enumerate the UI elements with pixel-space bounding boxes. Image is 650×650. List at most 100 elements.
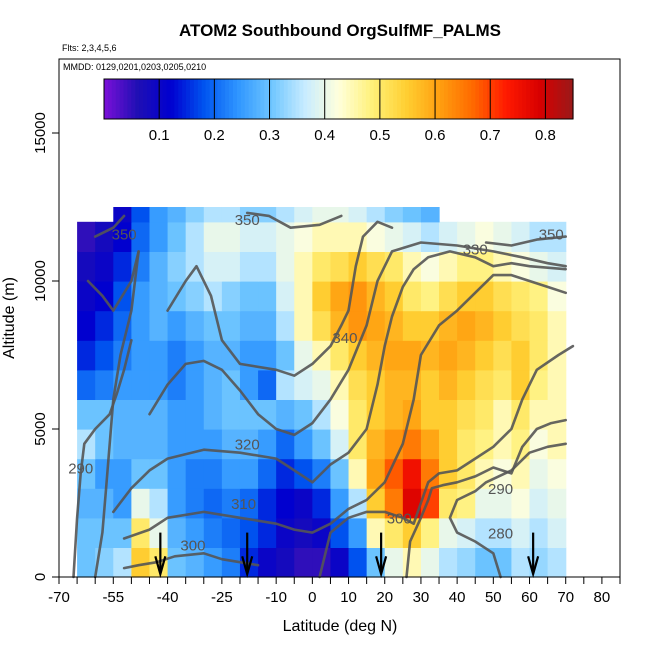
- colorbar-swatch: [311, 79, 316, 119]
- colorbar-tick-label: 0.5: [369, 127, 390, 144]
- heatmap-cell: [384, 207, 404, 223]
- contour-line: [484, 235, 567, 247]
- heatmap-cell: [221, 281, 241, 312]
- heatmap-cell: [149, 429, 169, 460]
- heatmap-cell: [131, 399, 151, 430]
- colorbar-swatch: [455, 79, 461, 119]
- colorbar-swatch: [424, 79, 429, 119]
- heatmap-cell: [366, 429, 386, 460]
- heatmap-cell: [77, 281, 96, 312]
- x-tick-label: -40: [157, 589, 179, 606]
- heatmap-cell: [439, 547, 458, 578]
- x-tick-label: 50: [485, 589, 502, 606]
- contour-label: 290: [488, 481, 513, 498]
- heatmap-cell: [294, 399, 313, 430]
- colorbar-swatch: [287, 79, 293, 119]
- heatmap-cell: [420, 399, 440, 430]
- x-tick-label: 10: [340, 589, 357, 606]
- heatmap-cell: [276, 399, 295, 430]
- heatmap-cell: [348, 547, 368, 578]
- heatmap-cell: [547, 517, 567, 548]
- heatmap-cell: [276, 547, 295, 578]
- colorbar-swatch: [436, 79, 441, 119]
- colorbar-swatch: [444, 79, 449, 119]
- heatmap-cell: [258, 281, 277, 312]
- heatmap-cell: [294, 251, 313, 282]
- colorbar-swatch: [459, 79, 465, 119]
- heatmap-cell: [402, 340, 422, 371]
- heatmap-cell: [330, 517, 350, 548]
- heatmap-cell: [113, 429, 132, 460]
- heatmap-cell: [366, 221, 386, 252]
- heatmap-cell: [113, 458, 132, 489]
- contour-label: 280: [488, 526, 513, 543]
- colorbar-tick-label: 0.4: [314, 127, 335, 144]
- heatmap-cell: [384, 547, 404, 578]
- contour-line: [93, 214, 126, 238]
- heatmap-cell: [366, 207, 386, 223]
- heatmap-cell: [131, 458, 151, 489]
- heatmap-cell: [384, 281, 404, 312]
- heatmap-cell: [384, 369, 404, 400]
- heatmap-cell: [547, 310, 567, 341]
- heatmap-cell: [330, 340, 350, 371]
- heatmap-cell: [131, 429, 151, 460]
- heatmap-cell: [167, 399, 187, 430]
- heatmap-cell: [547, 369, 567, 400]
- heatmap-cell: [258, 221, 277, 252]
- heatmap-cell: [384, 458, 404, 489]
- colorbar-swatch: [139, 79, 144, 119]
- colorbar-swatch: [291, 79, 297, 119]
- heatmap-cell: [312, 488, 332, 519]
- heatmap-cell: [457, 547, 476, 578]
- heatmap-cell: [239, 207, 259, 223]
- y-tick-label: 0: [32, 573, 49, 581]
- heatmap-cell: [384, 221, 404, 252]
- colorbar-swatch: [389, 79, 394, 119]
- y-tick-label: 10000: [32, 260, 49, 302]
- colorbar-swatch: [260, 79, 265, 119]
- heatmap-cell: [330, 281, 350, 312]
- colorbar-swatch: [397, 79, 402, 119]
- colorbar-tick-label: 0.1: [149, 127, 170, 144]
- heatmap-cell: [348, 207, 368, 223]
- heatmap-cell: [185, 369, 205, 400]
- colorbar-swatch: [252, 79, 258, 119]
- heatmap-cell: [348, 517, 368, 548]
- colorbar-swatch: [162, 79, 168, 119]
- heatmap-cell: [312, 429, 332, 460]
- heatmap-cell: [258, 458, 277, 489]
- colorbar-swatch: [107, 79, 113, 119]
- heatmap-cell: [330, 458, 350, 489]
- heatmap-cell: [330, 221, 350, 252]
- heatmap-cell: [95, 251, 114, 282]
- colorbar-swatch: [209, 79, 215, 119]
- heatmap-cell: [439, 399, 458, 430]
- colorbar-swatch: [330, 79, 336, 119]
- heatmap-cell: [312, 310, 332, 341]
- heatmap-cell: [77, 517, 96, 548]
- heatmap-cell: [420, 221, 440, 252]
- x-tick-label: 80: [594, 589, 611, 606]
- colorbar-swatch: [131, 79, 136, 119]
- colorbar-swatch: [545, 79, 551, 119]
- heatmap-cell: [547, 251, 567, 282]
- heatmap-cell: [439, 310, 458, 341]
- heatmap-cell: [149, 488, 169, 519]
- y-tick-label: 15000: [32, 112, 49, 154]
- heatmap-cell: [402, 429, 422, 460]
- heatmap-cell: [420, 369, 440, 400]
- heatmap-cell: [547, 399, 567, 430]
- contour-line: [245, 211, 343, 229]
- heatmap-cell: [475, 340, 494, 371]
- heatmap-cell: [366, 458, 386, 489]
- heatmap-cell: [457, 251, 476, 282]
- colorbar-swatch: [526, 79, 531, 119]
- heatmap-cell: [511, 340, 531, 371]
- heatmap-cell: [366, 517, 386, 548]
- heatmap-cell: [529, 488, 549, 519]
- heatmap-cell: [511, 221, 531, 252]
- colorbar-swatch: [522, 79, 527, 119]
- heatmap-cell: [294, 281, 313, 312]
- heatmap-cell: [258, 488, 277, 519]
